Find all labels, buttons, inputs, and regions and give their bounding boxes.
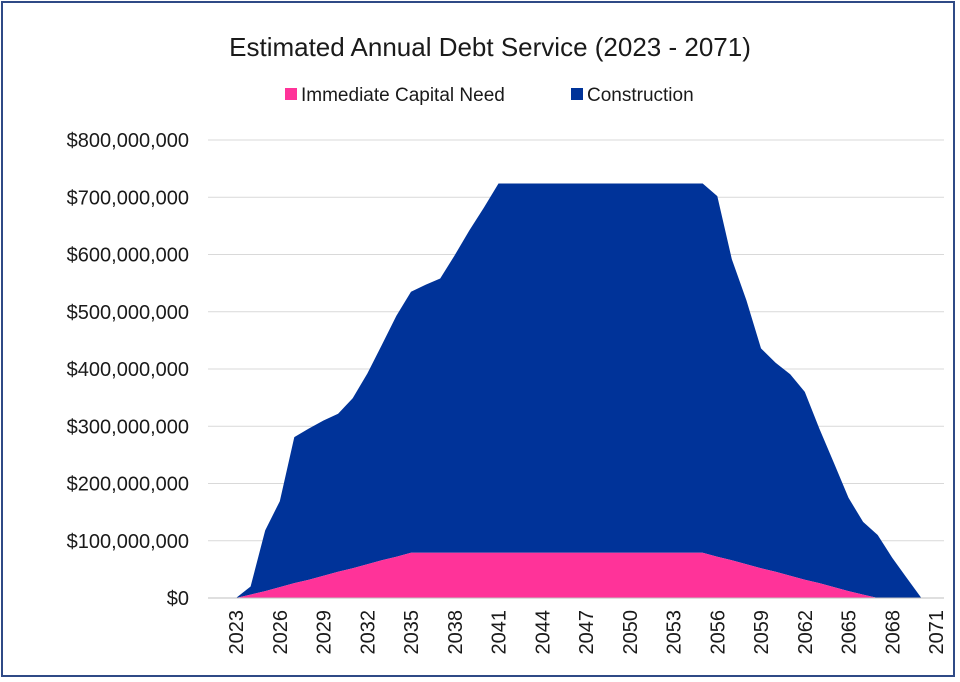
x-tick-label: 2047 (576, 610, 598, 655)
x-tick-label: 2026 (270, 610, 292, 655)
y-tick-label: $700,000,000 (67, 187, 189, 209)
x-tick-label: 2050 (620, 610, 642, 655)
y-tick-label: $0 (167, 588, 189, 610)
x-tick-label: 2044 (532, 610, 554, 655)
legend-swatch-construction (571, 88, 583, 100)
x-axis: 2023 2026 2029 2032 2035 2038 2041 2044 2047 2050… (208, 597, 948, 655)
x-tick-label: 2059 (751, 610, 773, 655)
x-tick-label: 2065 (839, 610, 861, 655)
y-tick-label: $200,000,000 (67, 474, 189, 496)
y-axis: $0 $100,000,000 $200,000,000 $300,000,000 $4… (67, 130, 189, 610)
x-tick-label: 2029 (314, 610, 336, 655)
x-tick-label: 2035 (401, 610, 423, 655)
x-tick-label: 2041 (489, 610, 511, 655)
x-tick-label: 2071 (926, 610, 948, 655)
legend-label-immediate-capital-need: Immediate Capital Need (301, 85, 505, 106)
y-tick-label: $600,000,000 (67, 245, 189, 267)
x-tick-label: 2053 (664, 610, 686, 655)
x-tick-label: 2038 (445, 610, 467, 655)
area-immediate-capital-need (236, 552, 936, 598)
x-tick-label: 2032 (357, 610, 379, 655)
area-series (236, 183, 936, 598)
y-tick-label: $100,000,000 (67, 531, 189, 553)
y-tick-label: $400,000,000 (67, 359, 189, 381)
y-tick-label: $800,000,000 (67, 130, 189, 152)
y-tick-label: $300,000,000 (67, 416, 189, 438)
y-tick-label: $500,000,000 (67, 302, 189, 324)
x-tick-label: 2023 (226, 610, 248, 655)
legend-label-construction: Construction (587, 85, 694, 106)
x-tick-label: 2056 (707, 610, 729, 655)
x-tick-label: 2062 (795, 610, 817, 655)
legend: Immediate Capital Need Construction (285, 85, 694, 106)
x-tick-label: 2068 (882, 610, 904, 655)
legend-swatch-immediate-capital-need (285, 88, 297, 100)
chart-title: Estimated Annual Debt Service (2023 - 20… (229, 32, 751, 62)
area-construction (236, 183, 936, 598)
